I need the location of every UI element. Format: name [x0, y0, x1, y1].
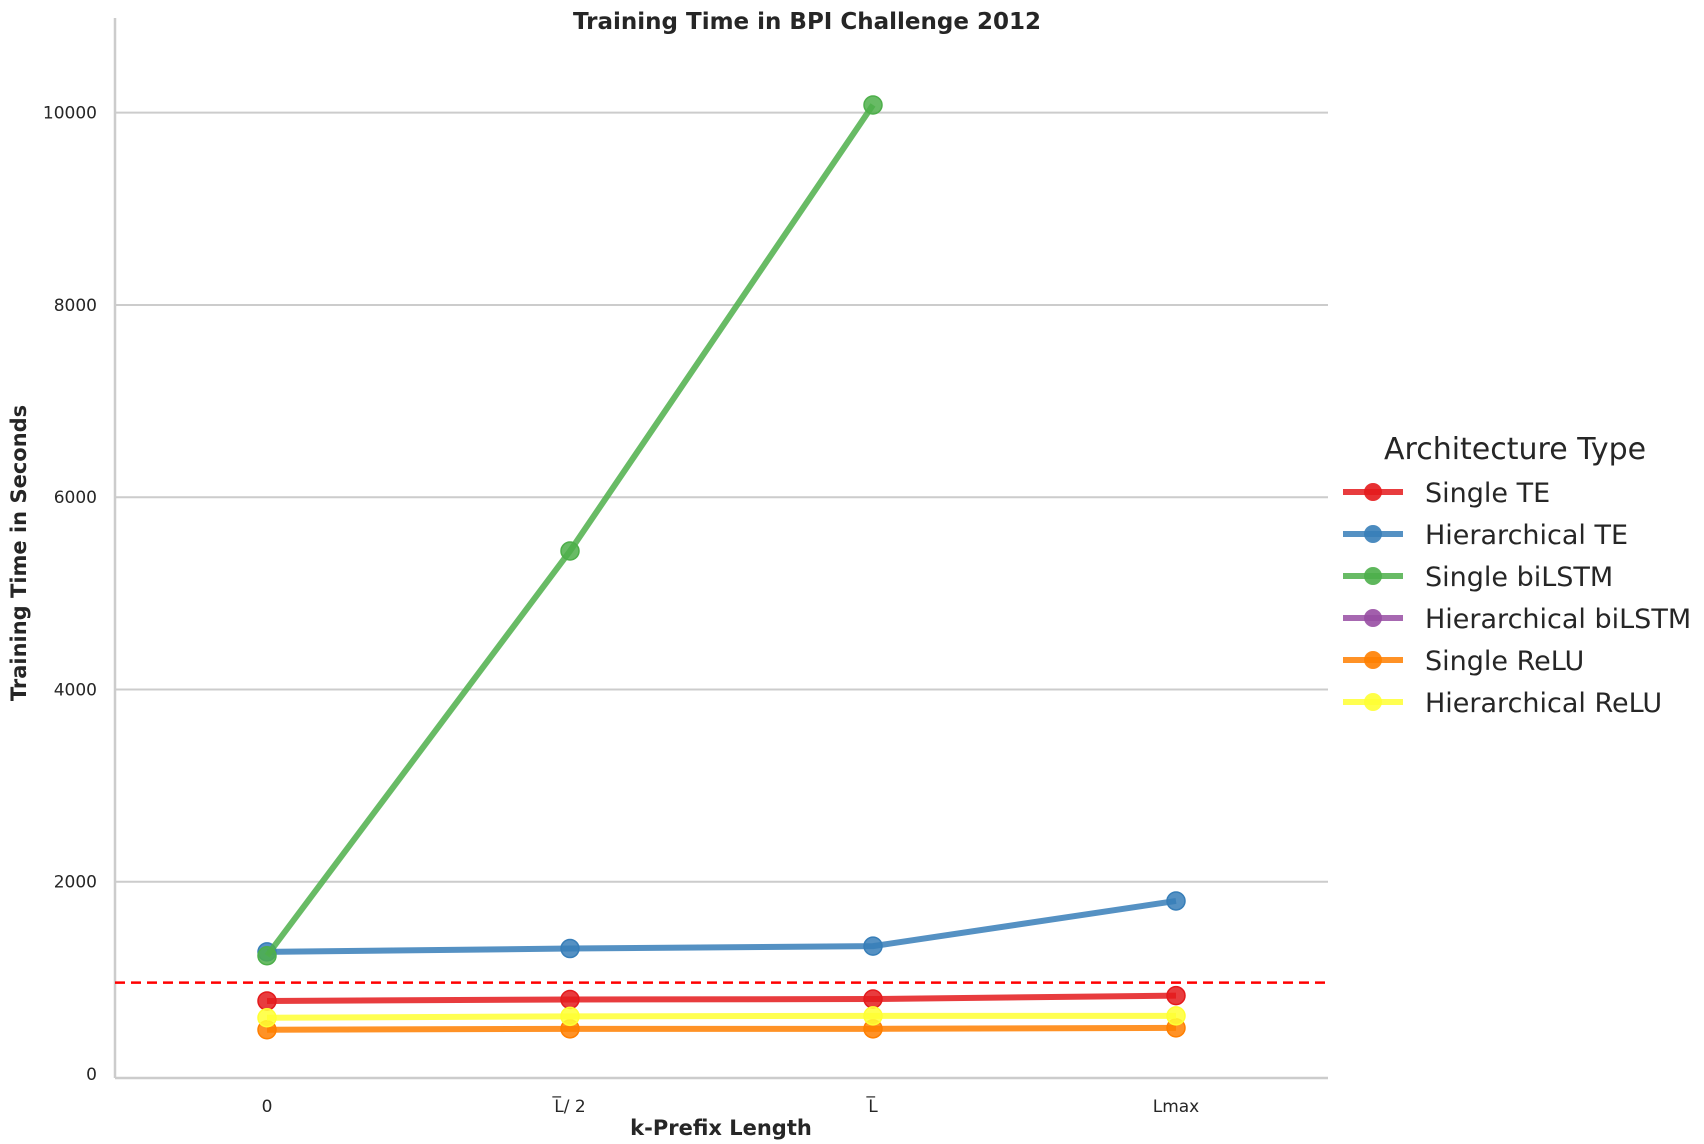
series-hierarchical-relu [257, 1006, 1186, 1028]
legend-label: Single TE [1425, 478, 1550, 509]
x-tick-label: 0 [262, 1097, 273, 1117]
legend-label: Hierarchical TE [1425, 520, 1628, 551]
x-axis-label: k-Prefix Length [630, 1116, 812, 1140]
y-axis-ticks: 0 2000 4000 6000 8000 10000 [43, 104, 97, 1085]
data-point [560, 938, 580, 959]
data-point [863, 936, 883, 956]
data-point [863, 95, 883, 115]
series-line [266, 1012, 1176, 1021]
y-tick-label: 6000 [54, 488, 97, 508]
series-single-te [257, 985, 1186, 1011]
x-axis-ticks: 0 L̅/ 2 L̅ Lmax [262, 1095, 1200, 1117]
legend-swatch-marker [1364, 483, 1382, 501]
legend-label: Hierarchical ReLU [1425, 688, 1662, 719]
data-point [1166, 1006, 1186, 1026]
series-line [266, 1024, 1177, 1033]
data-point [560, 989, 580, 1010]
legend-item: Single TE [1343, 478, 1550, 509]
legend-label: Single biLSTM [1425, 562, 1613, 593]
x-tick-label: L̅ [866, 1095, 878, 1117]
x-tick-label: Lmax [1153, 1097, 1200, 1117]
chart-title: Training Time in BPI Challenge 2012 [573, 9, 1041, 35]
data-point [257, 991, 277, 1011]
legend-item: Hierarchical ReLU [1343, 688, 1662, 719]
y-tick-label: 8000 [54, 296, 97, 316]
y-axis-label: Training Time in Seconds [7, 405, 31, 701]
grid [115, 111, 1328, 883]
series-line [266, 992, 1177, 1004]
series-line [266, 897, 1177, 955]
legend-swatch-marker [1364, 525, 1382, 543]
legend-item: Single biLSTM [1343, 562, 1613, 593]
legend-label: Hierarchical biLSTM [1425, 604, 1691, 635]
series-hierarchical-te [257, 891, 1186, 962]
data-point [257, 946, 277, 966]
series-layer [257, 95, 1186, 1040]
data-point [863, 1006, 883, 1026]
legend: Architecture Type Single TE Hierarchical … [1343, 432, 1691, 719]
data-point [560, 1006, 580, 1027]
legend-item: Hierarchical biLSTM [1343, 604, 1691, 635]
y-tick-label: 2000 [54, 873, 97, 893]
x-tick-label: L̅/ 2 [552, 1095, 586, 1117]
y-tick-label: 0 [86, 1065, 97, 1085]
legend-swatch-marker [1364, 567, 1382, 585]
y-tick-label: 10000 [43, 104, 97, 124]
legend-swatch-marker [1364, 609, 1382, 627]
series-single-relu [257, 1018, 1186, 1040]
data-point [1166, 985, 1186, 1006]
data-point [863, 989, 883, 1009]
legend-items: Single TE Hierarchical TE Single biLSTM Hie… [1343, 478, 1691, 719]
legend-swatch-marker [1364, 693, 1382, 711]
data-point [1166, 891, 1186, 911]
legend-item: Single ReLU [1343, 646, 1584, 677]
series-line [264, 103, 876, 958]
legend-swatch-marker [1364, 651, 1382, 669]
y-tick-label: 4000 [54, 680, 97, 700]
series-single-bilstm [257, 95, 883, 966]
data-point [257, 1008, 277, 1028]
legend-label: Single ReLU [1425, 646, 1584, 677]
legend-title: Architecture Type [1384, 432, 1646, 467]
data-point [560, 541, 580, 561]
legend-item: Hierarchical TE [1343, 520, 1628, 551]
